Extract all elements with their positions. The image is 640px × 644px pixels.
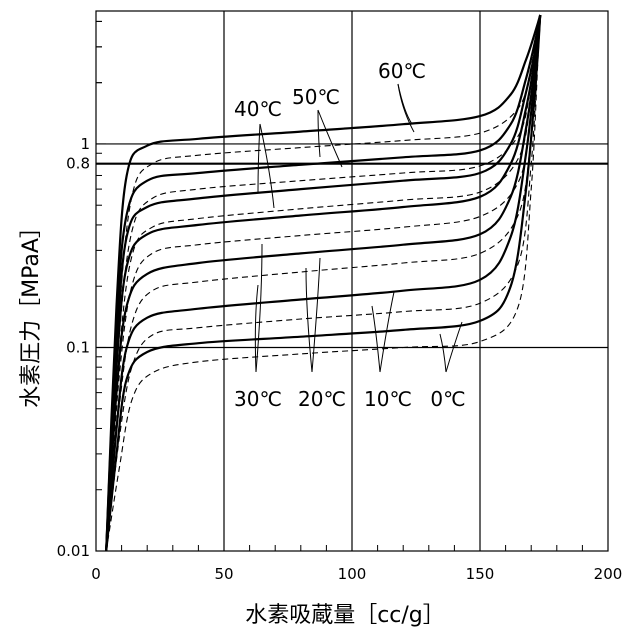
temp-label-10: 10℃ (364, 387, 412, 411)
x-tick-label: 50 (214, 565, 233, 583)
y-tick-label: 1 (80, 135, 90, 153)
y-tick-label: 0.8 (66, 155, 90, 173)
x-axis-label: 水素吸蔵量［cc/g］ (245, 603, 445, 628)
annotation-leader-3 (318, 110, 342, 167)
x-tick-label: 200 (594, 565, 623, 583)
annotation-leader-1 (398, 84, 412, 124)
annotation-leader-7 (256, 244, 262, 372)
y-tick-label: 0.01 (57, 542, 90, 560)
annotation-leader-8 (306, 268, 312, 372)
annotation-leader-10 (372, 306, 380, 372)
x-tick-label: 0 (91, 565, 101, 583)
annotation-leader-2 (318, 110, 320, 157)
temp-label-30: 30℃ (234, 387, 282, 411)
annotation-leader-12 (440, 334, 446, 372)
y-axis-label: 水素圧力［MPaA］ (19, 216, 44, 408)
temp-label-60: 60℃ (378, 59, 426, 83)
temp-label-20: 20℃ (298, 387, 346, 411)
x-tick-label: 100 (338, 565, 367, 583)
annotation-leader-9 (312, 258, 320, 372)
temp-label-50: 50℃ (292, 85, 340, 109)
temp-label-40: 40℃ (234, 97, 282, 121)
x-tick-label: 150 (466, 565, 495, 583)
y-tick-label: 0.1 (66, 338, 90, 356)
temp-label-0: 0℃ (430, 387, 465, 411)
